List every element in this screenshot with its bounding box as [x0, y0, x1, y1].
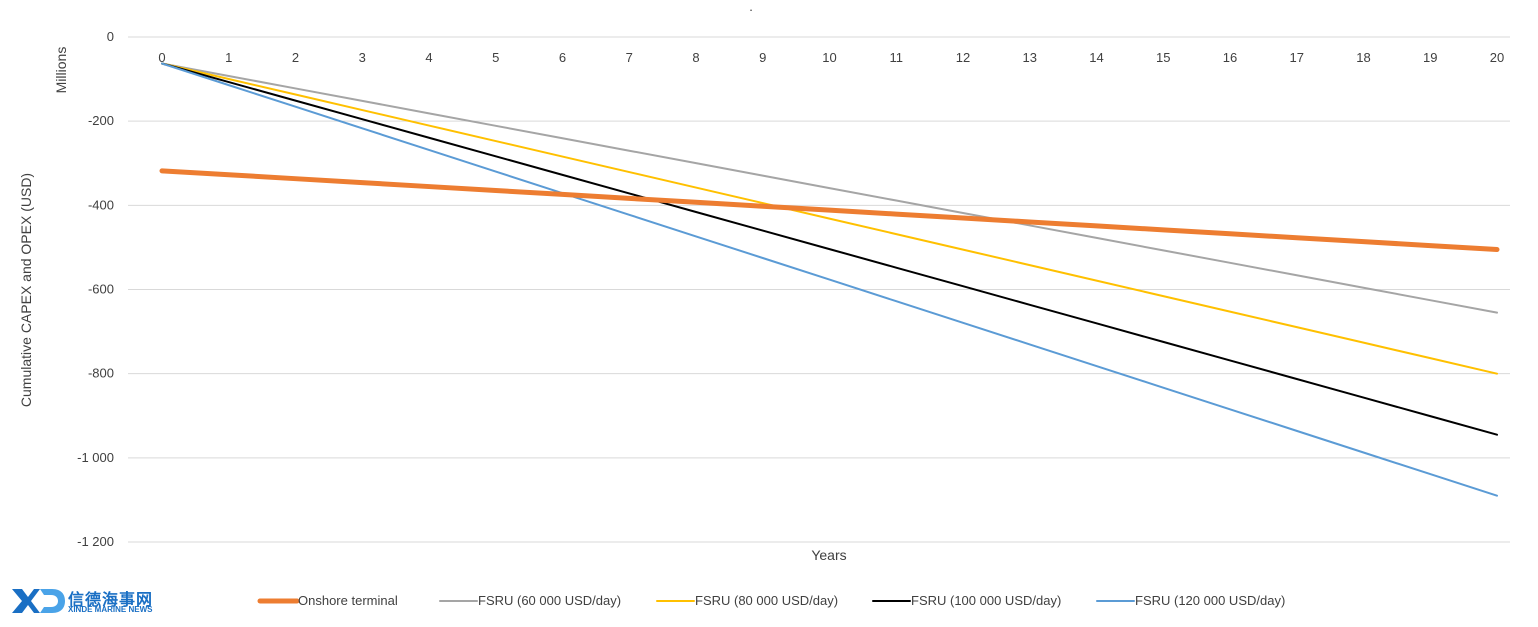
series-line [161, 62, 1498, 497]
series-line [161, 62, 1498, 375]
x-tick-label: 11 [890, 50, 904, 65]
legend-item: Onshore terminal [257, 593, 398, 608]
x-tick-label: 0 [158, 50, 165, 65]
y-axis-title: Cumulative CAPEX and OPEX (USD) [18, 173, 34, 407]
series-line [161, 62, 1498, 314]
x-tick-label: 20 [1490, 50, 1504, 65]
legend-item: FSRU (120 000 USD/day) [1096, 593, 1285, 608]
x-tick-label: 2 [292, 50, 299, 65]
x-tick-label: 10 [822, 50, 836, 65]
x-tick-label: 1 [225, 50, 232, 65]
y-tick-label: -600 [88, 282, 114, 297]
legend: Onshore terminal FSRU (60 000 USD/day) FSR… [257, 593, 1285, 608]
series-lines [159, 62, 1500, 497]
x-tick-label: 5 [492, 50, 499, 65]
xd-logo-icon [12, 589, 65, 613]
x-tick-label: 13 [1023, 50, 1037, 65]
x-tick-label: 4 [425, 50, 432, 65]
series-line [159, 168, 1500, 253]
x-tick-label: 8 [692, 50, 699, 65]
gridlines [128, 36, 1510, 543]
logo-chinese-text: 信德海事网 [68, 590, 154, 609]
x-tick-labels: 0 1 2 3 4 5 6 7 8 9 10 11 12 13 14 15 16 17 18 19 20 [158, 50, 1504, 65]
y-tick-label: -1 200 [77, 534, 114, 549]
x-tick-label: 12 [956, 50, 970, 65]
x-tick-label: 15 [1156, 50, 1170, 65]
legend-label: FSRU (80 000 USD/day) [695, 593, 838, 608]
logo-english-text: XINDE MARINE NEWS [68, 605, 153, 614]
y-tick-label: -800 [88, 366, 114, 381]
y-tick-label: -200 [88, 113, 114, 128]
y-unit-label: Millions [53, 47, 69, 94]
legend-label: FSRU (120 000 USD/day) [1135, 593, 1285, 608]
xinde-logo: 信德海事网 XINDE MARINE NEWS [10, 585, 170, 617]
x-tick-label: 3 [359, 50, 366, 65]
legend-label: FSRU (100 000 USD/day) [911, 593, 1061, 608]
legend-item: FSRU (100 000 USD/day) [872, 593, 1061, 608]
y-tick-label: -400 [88, 197, 114, 212]
legend-item: FSRU (60 000 USD/day) [439, 593, 621, 608]
x-tick-label: 6 [559, 50, 566, 65]
y-tick-labels: 0 -200 -400 -600 -800 -1 000 -1 200 [77, 29, 114, 549]
x-axis-title: Years [811, 547, 846, 563]
x-tick-label: 14 [1089, 50, 1103, 65]
x-tick-label: 19 [1423, 50, 1437, 65]
x-tick-label: 7 [626, 50, 633, 65]
y-tick-label: -1 000 [77, 450, 114, 465]
series-line [161, 62, 1498, 436]
legend-item: FSRU (80 000 USD/day) [656, 593, 838, 608]
x-tick-label: 17 [1290, 50, 1304, 65]
legend-label: FSRU (60 000 USD/day) [478, 593, 621, 608]
x-tick-label: 9 [759, 50, 766, 65]
x-tick-label: 18 [1356, 50, 1370, 65]
legend-label: Onshore terminal [298, 593, 398, 608]
x-tick-label: 16 [1223, 50, 1237, 65]
chart-title-mark: · [749, 2, 753, 17]
y-tick-label: 0 [107, 29, 114, 44]
